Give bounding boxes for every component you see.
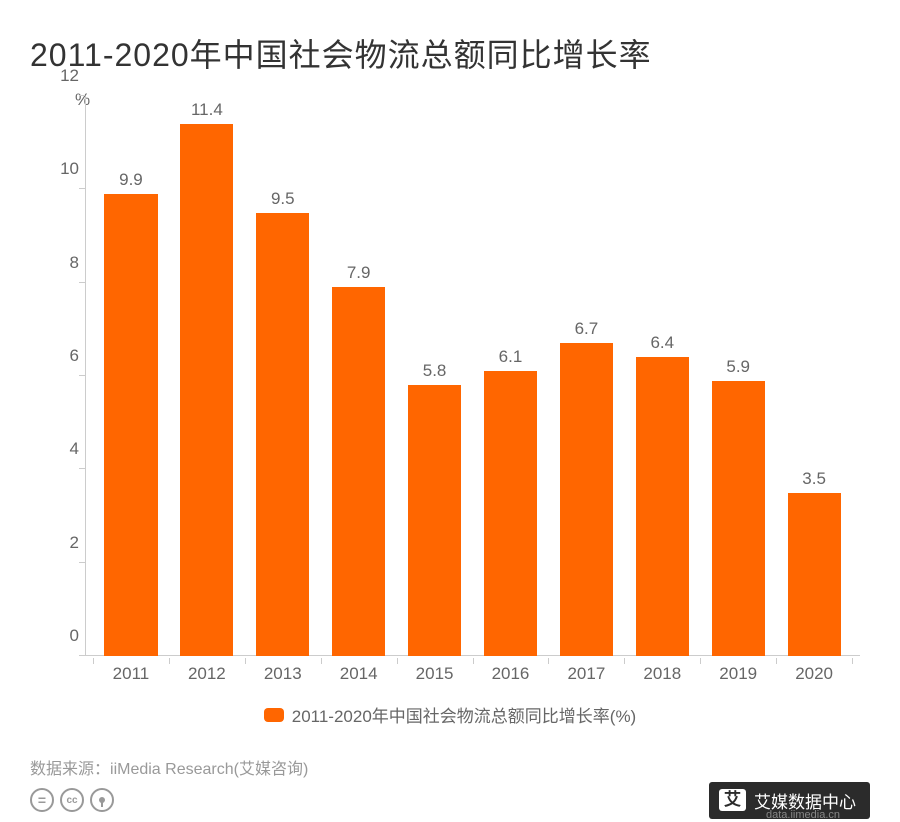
bar-value-label: 3.5 bbox=[802, 469, 826, 489]
license-icon bbox=[90, 788, 114, 812]
bar-value-label: 11.4 bbox=[191, 100, 223, 120]
x-tick-mark bbox=[245, 658, 246, 664]
bars-container: 9.9 11.4 9.5 7.9 5.8 6.1 6.7 6.4 5.9 3.5 bbox=[85, 96, 860, 656]
bar-value-label: 9.5 bbox=[271, 189, 295, 209]
x-tick-mark bbox=[169, 658, 170, 664]
x-axis-label: 2011 bbox=[93, 658, 169, 686]
brand-badge: 艾 bbox=[719, 789, 746, 811]
y-tick-mark bbox=[79, 468, 85, 469]
legend: 2011-2020年中国社会物流总额同比增长率(%) bbox=[30, 702, 870, 727]
bar: 6.7 bbox=[560, 343, 613, 656]
x-tick-mark bbox=[624, 658, 625, 664]
bar: 5.8 bbox=[408, 385, 461, 656]
x-tick-mark bbox=[397, 658, 398, 664]
chart-area: % 9.911.49.57.95.86.16.76.45.93.5 024681… bbox=[85, 96, 860, 686]
license-icons: =cc bbox=[30, 788, 114, 812]
y-tick-mark bbox=[79, 188, 85, 189]
x-axis-labels: 2011201220132014201520162017201820192020 bbox=[85, 658, 860, 686]
x-axis-label: 2017 bbox=[548, 658, 624, 686]
source-value: iiMedia Research(艾媒咨询) bbox=[110, 761, 308, 778]
bar-slot: 6.4 bbox=[624, 96, 700, 656]
legend-text: 2011-2020年中国社会物流总额同比增长率(%) bbox=[292, 702, 636, 727]
bar-slot: 5.8 bbox=[397, 96, 473, 656]
x-axis-label: 2012 bbox=[169, 658, 245, 686]
bar-value-label: 9.9 bbox=[119, 170, 143, 190]
x-axis-label: 2014 bbox=[321, 658, 397, 686]
brand-url: data.iimedia.cn bbox=[766, 809, 840, 821]
x-axis-label: 2020 bbox=[776, 658, 852, 686]
y-tick-label: 10 bbox=[43, 159, 79, 179]
bar-slot: 9.9 bbox=[93, 96, 169, 656]
x-axis-label: 2018 bbox=[624, 658, 700, 686]
bar-slot: 7.9 bbox=[321, 96, 397, 656]
bar-slot: 9.5 bbox=[245, 96, 321, 656]
bar-value-label: 5.8 bbox=[423, 361, 447, 381]
bar: 9.5 bbox=[256, 213, 309, 656]
x-axis-label: 2013 bbox=[245, 658, 321, 686]
y-tick-label: 0 bbox=[43, 626, 79, 646]
y-tick-label: 8 bbox=[43, 253, 79, 273]
bar: 5.9 bbox=[712, 381, 765, 656]
bar: 3.5 bbox=[788, 493, 841, 656]
bar: 6.1 bbox=[484, 371, 537, 656]
x-tick-mark bbox=[776, 658, 777, 664]
y-tick-mark bbox=[79, 375, 85, 376]
bar: 9.9 bbox=[104, 194, 157, 656]
source-label: 数据来源： bbox=[30, 761, 110, 778]
bar-value-label: 6.7 bbox=[575, 319, 599, 339]
x-tick-mark bbox=[93, 658, 94, 664]
bar-slot: 3.5 bbox=[776, 96, 852, 656]
chart-title: 2011-2020年中国社会物流总额同比增长率 bbox=[30, 30, 870, 76]
x-axis-label: 2019 bbox=[700, 658, 776, 686]
x-tick-mark bbox=[700, 658, 701, 664]
x-tick-mark bbox=[473, 658, 474, 664]
x-tick-mark bbox=[852, 658, 853, 664]
y-tick-label: 4 bbox=[43, 439, 79, 459]
bar-value-label: 6.1 bbox=[499, 347, 523, 367]
bar-slot: 6.1 bbox=[473, 96, 549, 656]
y-tick-mark bbox=[79, 655, 85, 656]
plot-region: 9.911.49.57.95.86.16.76.45.93.5 02468101… bbox=[85, 96, 860, 656]
x-tick-mark bbox=[548, 658, 549, 664]
bar: 7.9 bbox=[332, 287, 385, 656]
x-tick-mark bbox=[321, 658, 322, 664]
y-tick-mark bbox=[79, 282, 85, 283]
bar-value-label: 5.9 bbox=[726, 357, 750, 377]
license-icon: = bbox=[30, 788, 54, 812]
y-tick-label: 12 bbox=[43, 66, 79, 86]
bar-slot: 5.9 bbox=[700, 96, 776, 656]
footer: =cc 艾 艾媒数据中心 data.iimedia.cn bbox=[0, 778, 900, 822]
license-icon: cc bbox=[60, 788, 84, 812]
bar: 11.4 bbox=[180, 124, 233, 656]
data-source: 数据来源：iiMedia Research(艾媒咨询) bbox=[30, 755, 870, 779]
y-tick-mark bbox=[79, 95, 85, 96]
bar-value-label: 6.4 bbox=[650, 333, 674, 353]
bar-slot: 11.4 bbox=[169, 96, 245, 656]
bar-slot: 6.7 bbox=[548, 96, 624, 656]
y-tick-mark bbox=[79, 562, 85, 563]
x-axis-label: 2015 bbox=[397, 658, 473, 686]
bar-value-label: 7.9 bbox=[347, 263, 371, 283]
y-tick-label: 2 bbox=[43, 533, 79, 553]
legend-swatch bbox=[264, 708, 284, 722]
y-tick-label: 6 bbox=[43, 346, 79, 366]
bar: 6.4 bbox=[636, 357, 689, 656]
x-axis-label: 2016 bbox=[473, 658, 549, 686]
